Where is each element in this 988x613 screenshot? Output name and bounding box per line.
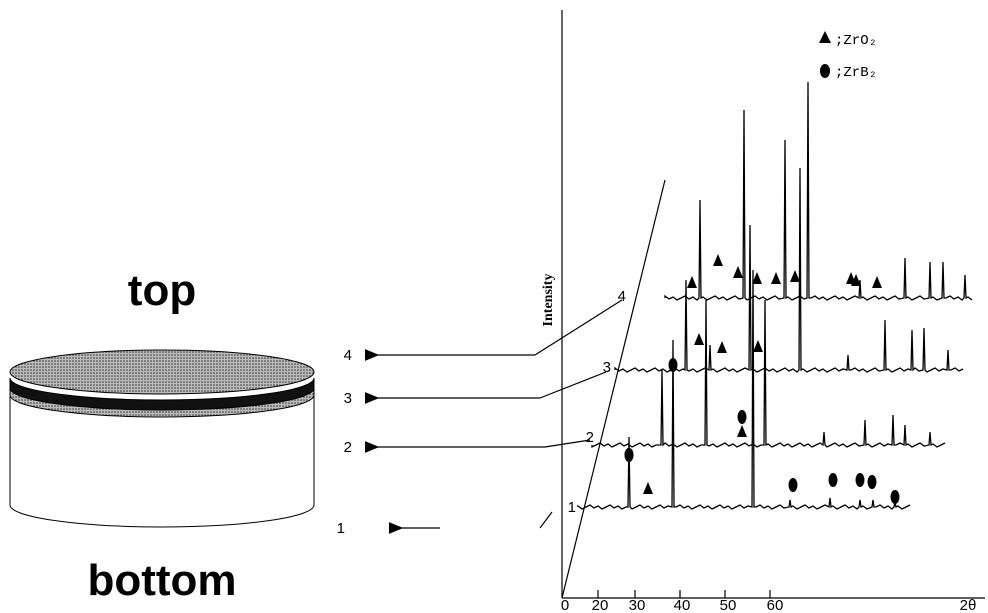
- legend-text: ;ZrO₂: [835, 33, 877, 49]
- zrb2-marker: [625, 448, 634, 462]
- zrb2-marker: [856, 473, 865, 487]
- legend-text: ;ZrB₂: [835, 65, 877, 81]
- trace-label: 1: [568, 499, 576, 516]
- zro2-marker: [717, 341, 727, 353]
- zrb2-marker: [829, 473, 838, 487]
- zro2-marker: [737, 425, 747, 437]
- zro2-marker: [753, 340, 763, 352]
- xrd-trace: [665, 82, 972, 300]
- y-axis-label: Intensity: [541, 274, 556, 327]
- zro2-marker: [687, 276, 697, 288]
- zrb2-marker: [738, 410, 747, 424]
- xrd-trace: [615, 168, 963, 372]
- zro2-marker: [733, 266, 743, 278]
- layer-label: 4: [344, 347, 352, 364]
- trace-label: 2: [586, 429, 594, 446]
- x-tick-label: 60: [767, 597, 784, 613]
- x-tick-label: 50: [720, 597, 737, 613]
- zro2-marker: [872, 276, 882, 288]
- top-label: top: [128, 266, 196, 315]
- figure: top bottom 4 3 2 1 Intensity 0 20 30 40 …: [0, 0, 988, 613]
- layer-label: 3: [344, 390, 352, 407]
- x-tick-label: 20: [592, 597, 609, 613]
- zro2-marker: [694, 333, 704, 345]
- cylinder: [10, 350, 314, 527]
- x-tick-label: 0: [561, 597, 569, 613]
- layer-label: 2: [344, 439, 352, 456]
- zro2-marker: [771, 272, 781, 284]
- arrows: [378, 300, 622, 528]
- x-axis-label: 2θ: [960, 597, 977, 613]
- zrb2-marker: [868, 475, 877, 489]
- trace-label: 4: [618, 288, 626, 305]
- legend-triangle: [819, 31, 831, 43]
- legend-circle: [820, 64, 830, 78]
- bottom-label: bottom: [87, 556, 236, 605]
- zro2-marker: [790, 270, 800, 282]
- layer-label: 1: [337, 520, 345, 537]
- zrb2-marker: [891, 490, 900, 504]
- zrb2-marker: [789, 478, 798, 492]
- trace-label: 3: [603, 359, 611, 376]
- x-tick-label: 40: [674, 597, 691, 613]
- x-tick-label: 30: [629, 597, 646, 613]
- zro2-marker: [713, 254, 723, 266]
- xrd-trace: [592, 300, 945, 447]
- zro2-marker: [643, 482, 653, 494]
